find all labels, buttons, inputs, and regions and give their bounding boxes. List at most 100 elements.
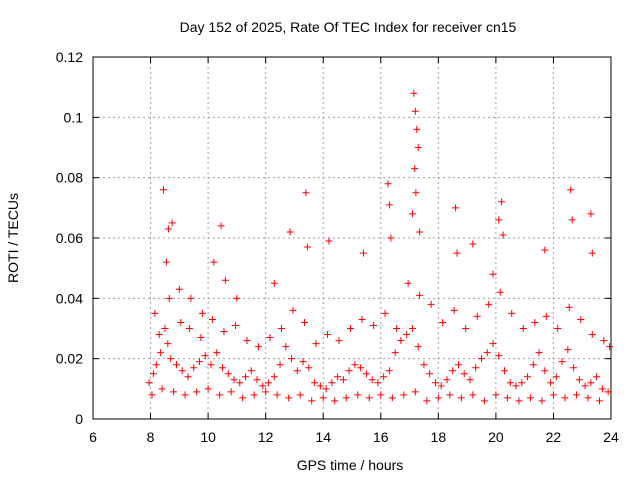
data-point xyxy=(495,352,503,360)
data-point xyxy=(266,334,274,342)
data-point xyxy=(286,228,294,236)
data-point xyxy=(339,376,347,384)
data-point xyxy=(388,394,396,402)
data-point xyxy=(595,397,603,405)
y-tick-label: 0 xyxy=(75,411,83,427)
data-point xyxy=(370,321,378,329)
data-point xyxy=(162,258,170,266)
data-point xyxy=(160,186,168,194)
x-tick-label: 16 xyxy=(373,429,389,445)
y-tick-label: 0.12 xyxy=(56,49,83,65)
data-point xyxy=(165,294,173,302)
data-point xyxy=(588,249,596,257)
data-point xyxy=(518,379,526,387)
data-point xyxy=(575,376,583,384)
data-point xyxy=(227,388,235,396)
data-point xyxy=(385,201,393,209)
data-point xyxy=(570,364,578,372)
data-point xyxy=(411,388,419,396)
data-point xyxy=(282,343,290,351)
data-point xyxy=(552,373,560,381)
data-point xyxy=(485,300,493,308)
data-point xyxy=(265,379,273,387)
y-tick-label: 0.04 xyxy=(56,290,83,306)
data-point xyxy=(220,328,228,336)
data-point xyxy=(204,385,212,393)
data-point xyxy=(600,337,608,345)
data-point xyxy=(357,364,365,372)
data-point xyxy=(187,294,195,302)
data-point xyxy=(347,325,355,332)
data-point xyxy=(503,394,511,402)
data-point xyxy=(584,394,592,402)
data-point xyxy=(519,325,527,332)
data-point xyxy=(449,367,457,375)
data-point xyxy=(301,318,309,326)
data-point xyxy=(354,391,362,399)
data-point xyxy=(567,186,575,194)
y-tick-label: 0.06 xyxy=(56,230,83,246)
data-point xyxy=(549,391,557,399)
data-point xyxy=(506,379,514,387)
data-point xyxy=(335,337,343,345)
data-point xyxy=(181,391,189,399)
data-point xyxy=(393,325,401,332)
data-point xyxy=(177,318,185,326)
data-point xyxy=(184,373,192,381)
data-point xyxy=(328,379,336,387)
data-point xyxy=(416,291,424,299)
data-point xyxy=(483,349,491,357)
data-point xyxy=(478,355,485,363)
data-point xyxy=(312,340,320,348)
data-point xyxy=(466,376,474,384)
data-point xyxy=(164,340,172,348)
data-point xyxy=(423,397,431,405)
data-point xyxy=(148,391,156,399)
data-point xyxy=(416,228,424,236)
data-point xyxy=(400,391,408,399)
y-tick-label: 0.02 xyxy=(56,351,83,367)
data-point xyxy=(233,294,241,302)
data-point xyxy=(408,325,416,332)
chart-title: Day 152 of 2025, Rate Of TEC Index for r… xyxy=(180,19,517,35)
data-point xyxy=(452,204,460,212)
data-point xyxy=(480,397,488,405)
data-point xyxy=(155,331,163,339)
data-point xyxy=(152,361,160,369)
data-point xyxy=(254,343,262,351)
data-point xyxy=(195,358,203,366)
data-point xyxy=(403,331,411,339)
x-tick-label: 18 xyxy=(431,429,447,445)
data-point xyxy=(460,370,468,378)
data-point xyxy=(311,379,319,387)
data-point xyxy=(250,391,258,399)
data-point xyxy=(411,165,419,173)
data-point xyxy=(377,391,385,399)
data-point xyxy=(446,391,454,399)
x-tick-label: 20 xyxy=(488,429,504,445)
data-point xyxy=(277,325,285,332)
data-point xyxy=(561,394,569,402)
data-point xyxy=(151,309,159,317)
data-point xyxy=(564,346,572,354)
data-point xyxy=(496,288,504,296)
data-point xyxy=(473,312,481,320)
data-point xyxy=(498,198,506,206)
data-point xyxy=(453,249,461,257)
data-point xyxy=(495,216,503,224)
y-axis-label: ROTI / TECUs xyxy=(5,193,21,283)
data-point xyxy=(296,391,304,399)
data-point xyxy=(325,237,333,245)
data-point xyxy=(308,397,316,405)
data-point xyxy=(581,382,589,390)
data-point xyxy=(604,388,612,396)
ticks-layer xyxy=(92,56,612,420)
data-point xyxy=(342,394,350,402)
data-point xyxy=(469,391,477,399)
x-tick-label: 6 xyxy=(89,429,97,445)
data-point xyxy=(201,352,209,360)
data-point xyxy=(529,361,537,369)
data-point xyxy=(322,385,330,393)
x-tick-label: 8 xyxy=(147,429,155,445)
data-point xyxy=(231,321,239,329)
